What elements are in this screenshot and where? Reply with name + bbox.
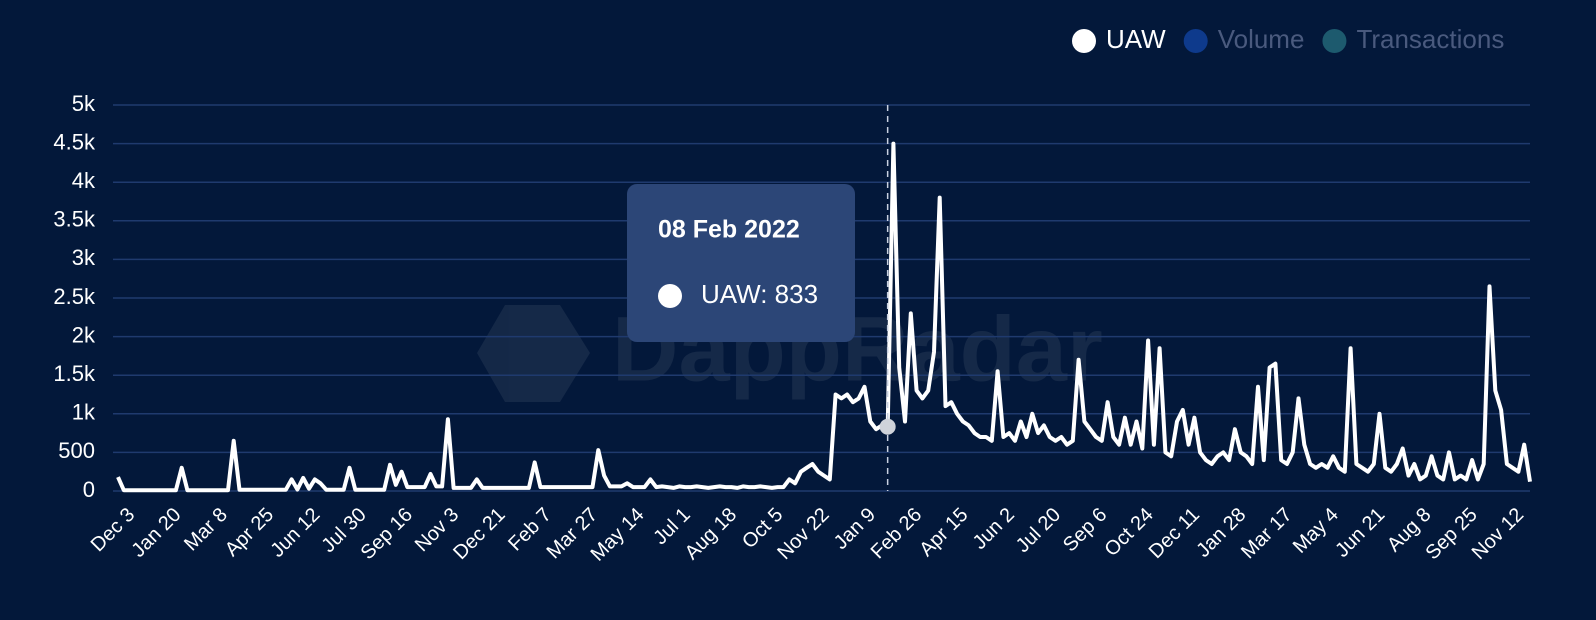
tooltip: 08 Feb 2022 UAW: 833 [627, 184, 855, 342]
x-tick-label: Nov 22 [773, 504, 833, 564]
y-tick-label: 0 [83, 477, 95, 502]
x-tick-label: Aug 18 [681, 504, 741, 564]
tooltip-box [627, 184, 855, 342]
x-tick-label: Apr 15 [915, 504, 972, 561]
x-tick-label: Nov 12 [1468, 504, 1528, 564]
x-tick-label: Jun 2 [969, 504, 1019, 554]
x-tick-label: Sep 16 [357, 504, 417, 564]
tooltip-title: 08 Feb 2022 [658, 216, 800, 244]
y-tick-label: 3k [72, 245, 96, 270]
y-tick-label: 4k [72, 168, 96, 193]
y-tick-label: 5k [72, 91, 96, 116]
x-tick-label: Dec 21 [449, 504, 509, 564]
y-tick-label: 1.5k [53, 361, 96, 386]
hover-point [879, 418, 896, 435]
legend-label: Volume [1218, 24, 1305, 54]
tooltip-dot [658, 284, 682, 308]
legend-label: UAW [1106, 24, 1166, 54]
y-tick-label: 500 [58, 438, 95, 463]
x-tick-label: Jan 20 [128, 504, 186, 562]
x-tick-label: Sep 25 [1421, 504, 1481, 564]
legend-label: Transactions [1356, 24, 1504, 54]
y-tick-label: 4.5k [53, 129, 96, 154]
legend-marker [1322, 29, 1347, 53]
x-tick-label: Mar 17 [1237, 504, 1297, 564]
x-tick-label: Jun 21 [1331, 504, 1389, 562]
y-tick-label: 2.5k [53, 284, 96, 309]
y-tick-label: 1k [72, 400, 96, 425]
tooltip-label: UAW: 833 [701, 279, 818, 309]
x-tick-label: Dec 11 [1145, 504, 1204, 563]
y-tick-label: 2k [72, 322, 96, 347]
legend-marker [1072, 29, 1096, 53]
legend-marker [1183, 29, 1208, 53]
x-tick-label: Jun 12 [266, 504, 324, 562]
y-tick-label: 3.5k [53, 207, 96, 232]
data-line [116, 141, 1532, 493]
x-tick-label: Feb 26 [867, 504, 927, 564]
x-tick-label: Jul 20 [1012, 504, 1065, 557]
x-tick-label: Apr 25 [221, 504, 278, 561]
